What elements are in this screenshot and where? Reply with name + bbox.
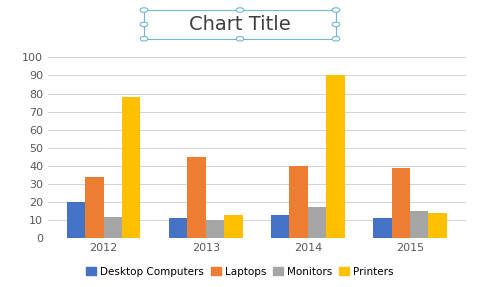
- Bar: [373, 218, 392, 238]
- Bar: [104, 216, 122, 238]
- Text: Chart Title: Chart Title: [189, 15, 291, 34]
- Bar: [67, 202, 85, 238]
- Bar: [187, 157, 206, 238]
- Bar: [224, 215, 242, 238]
- Bar: [271, 215, 289, 238]
- Bar: [308, 208, 326, 238]
- Bar: [392, 168, 410, 238]
- Bar: [206, 220, 224, 238]
- Bar: [428, 213, 446, 238]
- Bar: [85, 177, 104, 238]
- Bar: [289, 166, 308, 238]
- Legend: Desktop Computers, Laptops, Monitors, Printers: Desktop Computers, Laptops, Monitors, Pr…: [84, 265, 396, 279]
- Bar: [326, 75, 345, 238]
- Bar: [122, 97, 141, 238]
- Bar: [410, 211, 428, 238]
- Bar: [169, 218, 187, 238]
